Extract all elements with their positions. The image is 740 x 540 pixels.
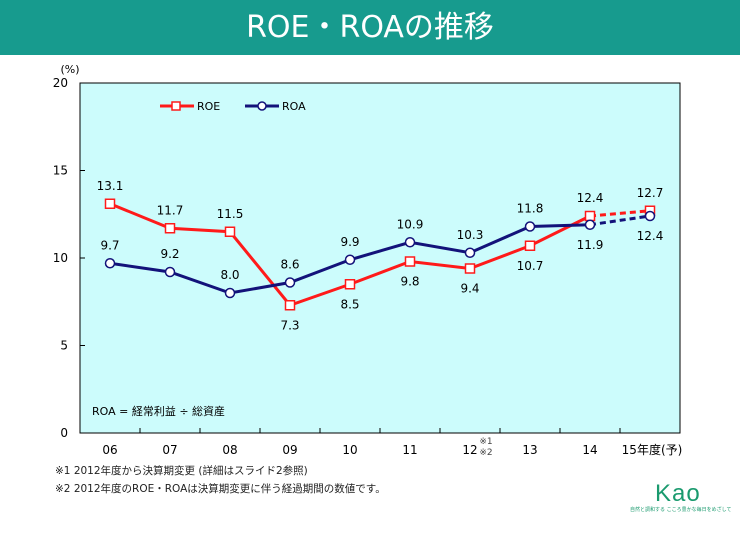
x-tick-label: 07 xyxy=(162,443,177,457)
data-label-roa: 8.6 xyxy=(280,258,299,272)
data-label-roe: 7.3 xyxy=(280,318,299,332)
data-label-roe: 11.5 xyxy=(217,207,244,221)
data-label-roa: 8.0 xyxy=(220,268,239,282)
data-label-roa: 10.9 xyxy=(397,217,424,231)
footnote-1: ※1 2012年度から決算期変更 (詳細はスライド2参照) xyxy=(55,465,308,477)
x-tick-label: 08 xyxy=(222,443,237,457)
y-axis-label: (%) xyxy=(60,63,79,76)
data-label-roa: 9.7 xyxy=(100,238,119,252)
series-forecast-line-roe xyxy=(589,209,651,218)
data-label-roe: 12.7 xyxy=(637,186,664,200)
data-point-roa xyxy=(224,287,236,299)
x-tick-label: 09 xyxy=(282,443,297,457)
data-label-roa: 9.2 xyxy=(160,247,179,261)
data-label-roa: 11.8 xyxy=(517,202,544,216)
legend-label-roe: ROE xyxy=(197,100,220,113)
data-point-roa xyxy=(344,254,356,265)
x-tick-label: 15年度(予) xyxy=(622,442,683,457)
y-tick-label: 10 xyxy=(53,251,68,265)
data-label-roe: 9.8 xyxy=(400,275,419,289)
x-tick-label: 11 xyxy=(402,443,417,457)
y-tick-label: 5 xyxy=(60,339,68,353)
x-note-1: ※1 xyxy=(479,437,492,447)
data-label-roe: 11.7 xyxy=(157,203,184,217)
plot-area xyxy=(79,82,681,434)
x-tick-label: 14 xyxy=(582,443,597,457)
title-bar xyxy=(0,0,740,55)
data-point-roa xyxy=(404,237,416,248)
slide-title: ROE・ROAの推移 xyxy=(246,10,494,45)
data-label-roa: 9.9 xyxy=(340,235,359,249)
data-label-roe: 9.4 xyxy=(460,282,479,296)
data-point-roa xyxy=(584,219,596,230)
legend-label-roa: ROA xyxy=(282,100,306,113)
data-point-roe xyxy=(584,210,596,222)
data-point-roa xyxy=(644,210,656,222)
data-point-roe xyxy=(224,226,236,237)
legend-marker xyxy=(257,101,267,111)
logo-tagline: 自然と調和する こころ豊かな毎日をめざして xyxy=(630,507,732,513)
y-tick-label: 0 xyxy=(60,426,68,440)
data-label-roe: 12.4 xyxy=(577,191,604,205)
data-point-roa xyxy=(284,277,296,288)
data-point-roe xyxy=(164,223,176,234)
kao-logo: Kao xyxy=(655,480,701,507)
x-note-2: ※2 xyxy=(479,448,492,458)
data-label-roe: 8.5 xyxy=(340,297,359,311)
x-tick-label: 06 xyxy=(102,443,117,457)
data-point-roa xyxy=(524,221,536,232)
data-label-roa: 10.3 xyxy=(457,228,484,242)
x-tick-label: 10 xyxy=(342,443,357,457)
data-point-roe xyxy=(284,300,296,311)
data-label-roa: 11.9 xyxy=(577,238,604,252)
data-point-roe xyxy=(344,279,356,290)
data-point-roa xyxy=(464,247,476,258)
series-forecast-line-roa xyxy=(589,214,651,227)
footnote-2: ※2 2012年度のROE・ROAは決算期変更に伴う経過期間の数値です。 xyxy=(55,483,386,495)
data-point-roe xyxy=(524,240,536,251)
data-label-roe: 10.7 xyxy=(517,259,544,273)
data-point-roe xyxy=(104,198,116,209)
x-tick-label: 13 xyxy=(522,443,537,457)
legend-marker xyxy=(171,101,181,111)
chart-annotation: ROA = 経常利益 ÷ 総資産 xyxy=(92,404,225,418)
data-label-roa: 12.4 xyxy=(637,229,664,243)
data-point-roe xyxy=(404,256,416,267)
data-point-roe xyxy=(464,263,476,274)
data-point-roa xyxy=(164,266,176,278)
data-point-roa xyxy=(104,258,116,269)
y-tick-label: 15 xyxy=(53,164,68,178)
data-label-roe: 13.1 xyxy=(97,179,124,193)
y-tick-label: 20 xyxy=(53,76,68,90)
x-tick-label: 12 xyxy=(462,443,477,457)
